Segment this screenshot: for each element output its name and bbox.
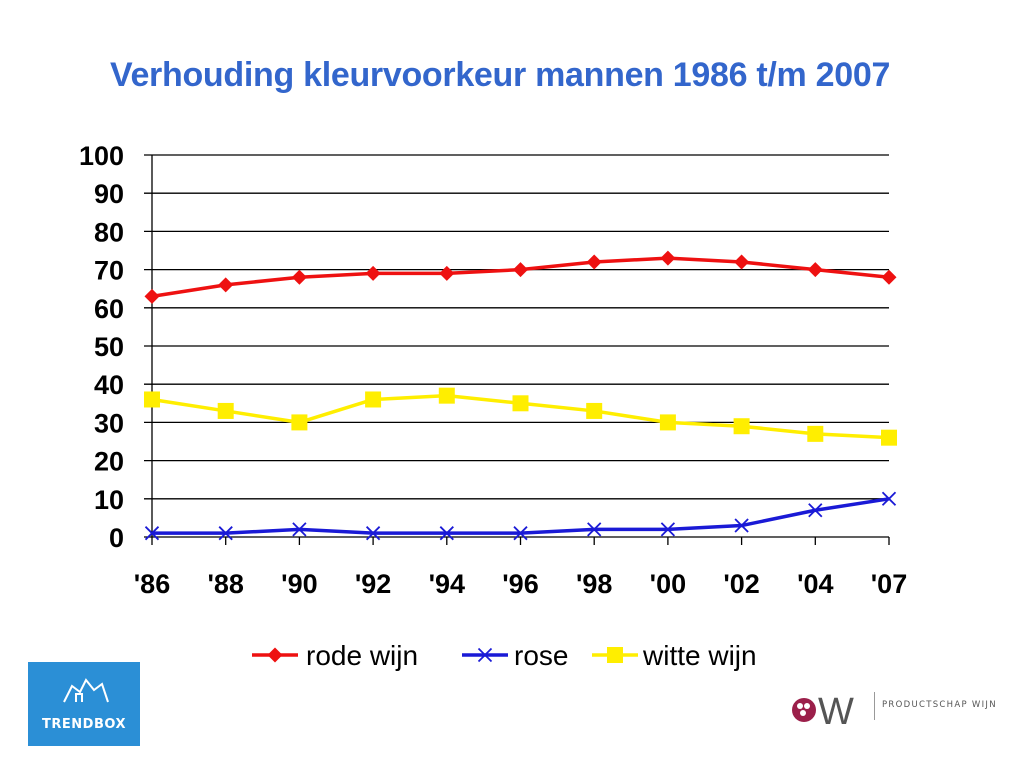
- y-tick-label: 30: [94, 408, 124, 438]
- data-point-witte-wijn: [733, 418, 750, 435]
- data-point-rose: [365, 526, 381, 541]
- series-lines: [144, 250, 897, 541]
- data-point-rode-wijn: [807, 262, 823, 278]
- data-point-witte-wijn: [881, 429, 897, 446]
- data-point-rode-wijn: [439, 265, 455, 281]
- x-tick-label: '96: [502, 569, 538, 599]
- grid-lines: [144, 154, 889, 538]
- y-tick-label: 60: [94, 294, 124, 324]
- data-point-witte-wijn: [365, 391, 382, 408]
- data-point-witte-wijn: [586, 402, 603, 419]
- productschap-wijn-logo: W PRODUCTSCHAP WIJN: [790, 686, 1000, 733]
- data-point-witte-wijn: [438, 387, 455, 404]
- series-line-rose: [152, 497, 890, 535]
- x-tick-label: '92: [355, 569, 391, 599]
- data-point-rode-wijn: [291, 269, 307, 285]
- legend-item-witte-wijn: witte wijn: [592, 640, 757, 671]
- x-tick-label: '00: [650, 569, 686, 599]
- data-point-rose: [660, 522, 676, 537]
- legend-swatch-marker-stroke: [477, 647, 493, 663]
- x-tick-label: '94: [429, 569, 465, 599]
- data-point-rode-wijn: [881, 269, 897, 285]
- data-point-witte-wijn: [659, 414, 676, 431]
- data-point-witte-wijn: [217, 402, 234, 419]
- legend-label: rode wijn: [306, 640, 418, 671]
- data-point-rose-stroke: [881, 491, 897, 506]
- data-point-rose: [218, 526, 233, 541]
- y-tick-label: 20: [94, 447, 124, 477]
- x-tick-label: '02: [723, 569, 759, 599]
- data-point-rose: [292, 522, 307, 537]
- data-point-witte-wijn: [512, 395, 529, 412]
- data-point-rose-stroke: [660, 522, 676, 537]
- data-point-rose-stroke: [734, 518, 749, 533]
- y-tick-label: 40: [94, 370, 124, 400]
- data-point-rode-wijn: [513, 262, 528, 278]
- data-point-rose-stroke: [292, 522, 307, 537]
- data-point-rose-stroke: [587, 522, 602, 537]
- svg-text:W: W: [818, 691, 854, 730]
- logo-divider: [874, 692, 875, 720]
- trendbox-logo: TRENDBOX: [28, 662, 140, 746]
- chart-title: Verhouding kleurvoorkeur mannen 1986 t/m…: [109, 56, 891, 94]
- data-point-rose-stroke: [439, 526, 454, 541]
- legend-swatch-marker: [607, 647, 623, 663]
- x-tick-label: '98: [576, 569, 612, 599]
- y-tick-label: 10: [94, 485, 124, 515]
- legend-label: witte wijn: [642, 640, 757, 671]
- data-point-rose: [734, 518, 749, 533]
- data-point-rose-stroke: [808, 503, 823, 518]
- data-point-rose: [808, 503, 823, 518]
- legend-label: rose: [514, 640, 568, 671]
- legend-swatch-marker: [477, 647, 493, 663]
- y-tick-label: 80: [94, 217, 124, 247]
- trendbox-icon: [63, 678, 109, 703]
- x-tick-label: '88: [207, 569, 243, 599]
- y-tick-label: 100: [79, 141, 124, 171]
- data-point-witte-wijn: [291, 414, 308, 431]
- data-point-rose: [513, 526, 528, 541]
- y-tick-label: 0: [109, 523, 124, 553]
- data-point-rose-stroke: [513, 526, 528, 541]
- series-rose: [144, 491, 897, 541]
- axes: 0 10 20 30 40 50 60 70 80 90 100 '86 '88 '90 '92 '94 '96…: [79, 141, 907, 599]
- y-tick-label: 90: [94, 179, 124, 209]
- data-point-rose-stroke: [218, 526, 233, 541]
- series-rode-wijn: [144, 250, 897, 304]
- legend: rode wijn rose witte wijn: [252, 640, 757, 671]
- data-point-rose: [881, 491, 897, 506]
- data-point-witte-wijn: [807, 425, 824, 442]
- data-point-rode-wijn: [734, 254, 750, 270]
- x-tick-label: '90: [281, 569, 317, 599]
- x-tick-label: '07: [871, 569, 907, 599]
- x-tick-label: '04: [797, 569, 833, 599]
- series-witte-wijn: [144, 387, 897, 446]
- data-point-rose-stroke: [144, 526, 160, 541]
- data-point-rose: [587, 522, 602, 537]
- y-tick-label: 50: [94, 332, 124, 362]
- data-point-rose: [439, 526, 454, 541]
- data-point-rode-wijn: [365, 265, 381, 281]
- productschap-wijn-text: PRODUCTSCHAP WIJN: [882, 700, 997, 710]
- data-point-witte-wijn: [144, 391, 160, 408]
- y-tick-label: 70: [94, 256, 124, 286]
- legend-item-rode-wijn: rode wijn: [252, 640, 418, 671]
- data-point-rode-wijn: [144, 288, 160, 304]
- x-tick-label: '86: [134, 569, 170, 599]
- legend-swatch-marker: [267, 647, 283, 663]
- data-point-rode-wijn: [660, 250, 676, 266]
- trendbox-logo-text: TRENDBOX: [42, 717, 126, 732]
- data-point-rode-wijn: [586, 254, 602, 270]
- pw-logo-icon: W: [792, 691, 854, 733]
- data-point-rose-stroke: [365, 526, 381, 541]
- data-point-rode-wijn: [218, 277, 234, 293]
- data-point-rose: [144, 526, 160, 541]
- legend-item-rose: rose: [462, 640, 568, 671]
